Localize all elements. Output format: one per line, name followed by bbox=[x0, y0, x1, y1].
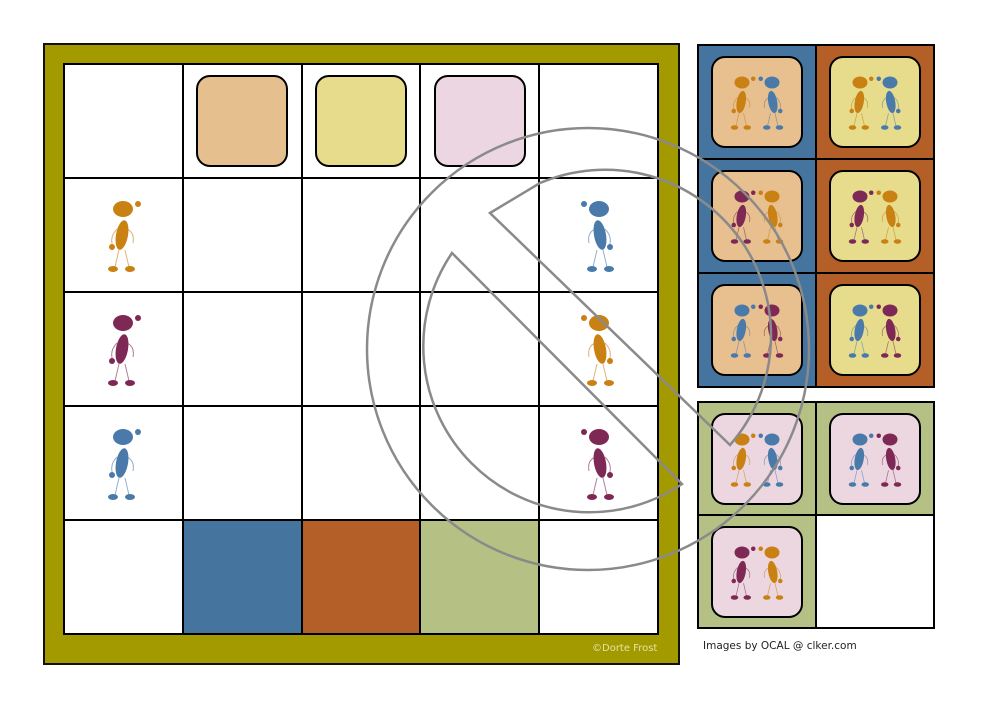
purple-figure-icon bbox=[876, 433, 902, 487]
board-cell-r2-c3[interactable] bbox=[421, 293, 539, 405]
board-cell-r2-c2[interactable] bbox=[302, 293, 420, 405]
orange-figure-icon bbox=[758, 546, 784, 600]
board-cell-r1-c4[interactable] bbox=[540, 179, 657, 291]
purple-figure-icon bbox=[730, 546, 756, 600]
board-cell-r4-c2[interactable] bbox=[302, 521, 420, 633]
board-cell-r4-c0[interactable] bbox=[65, 521, 182, 633]
board-cell-r2-c0[interactable] bbox=[65, 293, 182, 405]
board-cell-r4-c3[interactable] bbox=[421, 521, 539, 633]
orange-figure-icon bbox=[730, 433, 756, 487]
purple-figure-icon bbox=[108, 315, 142, 386]
board-cell-r3-c0[interactable] bbox=[65, 407, 182, 519]
orange-figure-icon bbox=[848, 76, 874, 130]
card-slot bbox=[817, 274, 933, 386]
board-cell-r0-c2[interactable] bbox=[302, 65, 420, 177]
color-swatch-tile bbox=[433, 75, 526, 167]
board-cell-r3-c3[interactable] bbox=[421, 407, 539, 519]
blue-figure-icon bbox=[758, 76, 784, 130]
blue-figure-icon bbox=[848, 304, 874, 358]
orange-figure-icon bbox=[758, 190, 784, 244]
board-cell-r1-c2[interactable] bbox=[302, 179, 420, 291]
pair-card[interactable] bbox=[711, 284, 803, 376]
board-cell-r2-c4[interactable] bbox=[540, 293, 657, 405]
board-cell-r3-c1[interactable] bbox=[183, 407, 301, 519]
orange-figure-icon bbox=[580, 315, 614, 386]
board-cell-r0-c0[interactable] bbox=[65, 65, 182, 177]
purple-figure-icon bbox=[758, 304, 784, 358]
pair-card[interactable] bbox=[711, 525, 803, 618]
blue-figure-icon bbox=[848, 433, 874, 487]
board-cell-r0-c3[interactable] bbox=[421, 65, 539, 177]
board-cell-r1-c3[interactable] bbox=[421, 179, 539, 291]
color-swatch-tile bbox=[314, 75, 407, 167]
card-panel-2 bbox=[697, 401, 935, 629]
card-slot bbox=[817, 160, 933, 272]
card-panel-1 bbox=[697, 44, 935, 388]
pair-card[interactable] bbox=[711, 56, 803, 148]
orange-figure-icon bbox=[108, 201, 142, 272]
card-slot bbox=[699, 403, 815, 514]
board-cell-r3-c4[interactable] bbox=[540, 407, 657, 519]
board-cell-r0-c1[interactable] bbox=[183, 65, 301, 177]
blue-figure-icon bbox=[108, 429, 142, 500]
board-cell-r1-c0[interactable] bbox=[65, 179, 182, 291]
orange-figure-icon bbox=[876, 190, 902, 244]
board-cell-r3-c2[interactable] bbox=[302, 407, 420, 519]
board-cell-r2-c1[interactable] bbox=[183, 293, 301, 405]
game-board-grid bbox=[63, 63, 659, 635]
pair-card[interactable] bbox=[711, 170, 803, 262]
board-cell-r0-c4[interactable] bbox=[540, 65, 657, 177]
purple-figure-icon bbox=[730, 190, 756, 244]
pair-card[interactable] bbox=[829, 284, 921, 376]
copyright-text: ©Dorte Frost bbox=[592, 643, 658, 654]
blue-figure-icon bbox=[876, 76, 902, 130]
board-cell-r4-c1[interactable] bbox=[183, 521, 301, 633]
card-slot bbox=[699, 46, 815, 158]
pair-card[interactable] bbox=[711, 412, 803, 505]
card-slot bbox=[817, 46, 933, 158]
board-cell-r1-c1[interactable] bbox=[183, 179, 301, 291]
orange-figure-icon bbox=[730, 76, 756, 130]
card-slot bbox=[817, 516, 933, 627]
card-slot bbox=[699, 274, 815, 386]
image-credit: Images by OCAL @ clker.com bbox=[703, 640, 857, 652]
purple-figure-icon bbox=[848, 190, 874, 244]
blue-figure-icon bbox=[730, 304, 756, 358]
purple-figure-icon bbox=[876, 304, 902, 358]
color-swatch-tile bbox=[196, 75, 289, 167]
card-slot bbox=[817, 403, 933, 514]
pair-card[interactable] bbox=[829, 56, 921, 148]
purple-figure-icon bbox=[580, 429, 614, 500]
pair-card[interactable] bbox=[829, 412, 921, 505]
blue-figure-icon bbox=[758, 433, 784, 487]
board-cell-r4-c4[interactable] bbox=[540, 521, 657, 633]
card-slot bbox=[699, 160, 815, 272]
card-slot bbox=[699, 516, 815, 627]
blue-figure-icon bbox=[580, 201, 614, 272]
pair-card[interactable] bbox=[829, 170, 921, 262]
